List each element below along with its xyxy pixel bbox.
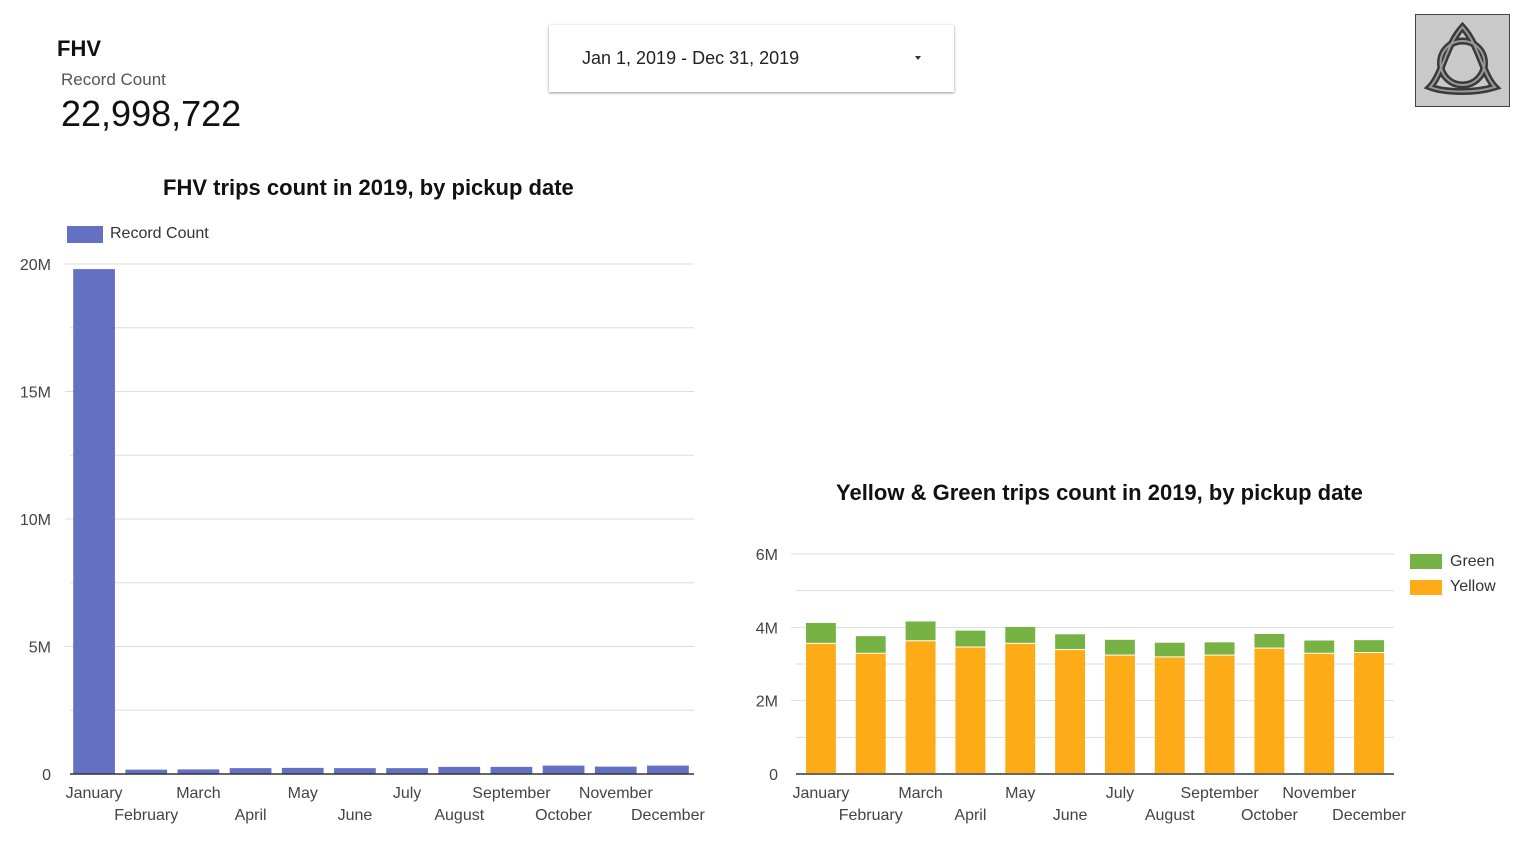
x-tick-label: March: [176, 785, 220, 802]
x-tick-label: March: [898, 785, 942, 802]
bar-green: [955, 630, 986, 647]
x-tick-label: May: [1005, 785, 1035, 802]
bar-yellow: [1254, 648, 1285, 773]
x-tick-label: November: [579, 785, 653, 802]
date-range-picker[interactable]: Jan 1, 2019 - Dec 31, 2019: [549, 25, 954, 92]
bar-green: [1204, 642, 1235, 655]
x-tick-label: July: [1106, 785, 1134, 802]
bar-yellow: [1055, 650, 1086, 773]
date-range-value: Jan 1, 2019 - Dec 31, 2019: [582, 48, 800, 68]
x-tick-label: September: [1180, 785, 1259, 802]
y-tick-label: 10M: [20, 512, 51, 529]
x-tick-label: July: [393, 785, 421, 802]
bar-yellow: [1204, 655, 1235, 773]
x-tick-label: February: [114, 807, 178, 824]
scorecard-metric-label: Record Count: [61, 70, 166, 89]
x-tick-label: June: [1053, 807, 1088, 824]
y-tick-label: 15M: [20, 385, 51, 402]
scorecard-title: FHV: [57, 36, 101, 61]
x-tick-label: April: [954, 807, 986, 824]
bar-record-count: [386, 768, 428, 774]
x-tick-label: January: [66, 785, 123, 802]
fhv-chart-title: FHV trips count in 2019, by pickup date: [163, 175, 574, 200]
legend-swatch-green[interactable]: [1410, 554, 1442, 569]
bar-yellow: [1005, 643, 1036, 773]
y-tick-label: 0: [42, 767, 51, 784]
x-tick-label: November: [1282, 785, 1356, 802]
dropdown-caret-icon[interactable]: [915, 56, 921, 60]
bar-yellow: [1104, 655, 1135, 773]
bar-record-count: [594, 766, 637, 774]
bar-yellow: [955, 647, 986, 773]
legend-label-yellow[interactable]: Yellow: [1450, 578, 1496, 595]
y-tick-label: 20M: [20, 257, 51, 274]
bar-green: [805, 622, 836, 643]
bar-yellow: [905, 641, 936, 773]
yellow-green-chart-title: Yellow & Green trips count in 2019, by p…: [836, 480, 1363, 505]
x-tick-label: December: [1332, 807, 1406, 824]
bar-record-count: [125, 769, 168, 774]
x-tick-label: October: [535, 807, 593, 824]
y-tick-label: 5M: [29, 640, 51, 657]
bar-green: [1154, 642, 1185, 657]
bar-record-count: [73, 269, 115, 774]
bar-yellow: [855, 653, 886, 773]
bar-record-count: [229, 768, 272, 774]
y-tick-label: 0: [769, 767, 778, 784]
legend-swatch-record-count[interactable]: [67, 226, 103, 243]
bar-yellow: [1354, 653, 1385, 773]
y-tick-label: 2M: [756, 694, 778, 711]
bar-green: [1354, 640, 1385, 652]
legend-label-record-count[interactable]: Record Count: [110, 225, 209, 242]
x-tick-label: August: [1145, 807, 1195, 824]
y-tick-label: 6M: [756, 547, 778, 564]
bar-record-count: [647, 765, 689, 774]
x-tick-label: October: [1241, 807, 1299, 824]
bar-record-count: [281, 767, 324, 774]
x-tick-label: August: [434, 807, 484, 824]
bar-green: [905, 621, 936, 641]
legend-swatch-yellow[interactable]: [1410, 580, 1442, 595]
x-tick-label: June: [338, 807, 373, 824]
bar-green: [1254, 633, 1285, 648]
bar-yellow: [1304, 653, 1335, 773]
bar-record-count: [438, 766, 481, 774]
bar-green: [1055, 634, 1086, 650]
bar-yellow: [1154, 657, 1185, 773]
x-tick-label: February: [839, 807, 903, 824]
bar-record-count: [542, 765, 585, 774]
bar-record-count: [177, 769, 220, 774]
triquetra-knot-icon: [1415, 14, 1510, 107]
x-tick-label: September: [472, 785, 551, 802]
x-tick-label: May: [288, 785, 318, 802]
bar-record-count: [490, 766, 533, 774]
x-tick-label: April: [235, 807, 267, 824]
bar-green: [1104, 639, 1135, 655]
legend-label-green[interactable]: Green: [1450, 553, 1495, 570]
scorecard-metric-value: 22,998,722: [61, 93, 242, 134]
y-tick-label: 4M: [756, 620, 778, 637]
x-tick-label: December: [631, 807, 705, 824]
bar-yellow: [805, 643, 836, 773]
bar-green: [1005, 626, 1036, 643]
bar-green: [1304, 640, 1335, 653]
bar-green: [855, 636, 886, 653]
x-tick-label: January: [792, 785, 849, 802]
bar-record-count: [334, 768, 376, 774]
